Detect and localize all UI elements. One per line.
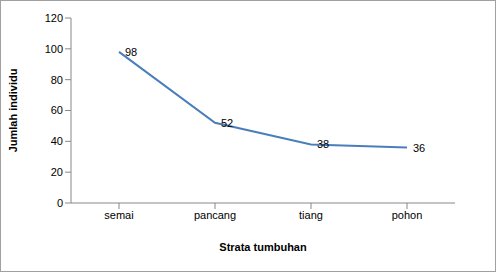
svg-text:pancang: pancang [194, 209, 236, 221]
svg-text:0: 0 [57, 197, 63, 209]
svg-text:60: 60 [51, 104, 63, 116]
svg-text:pohon: pohon [392, 209, 423, 221]
svg-text:38: 38 [317, 138, 329, 150]
svg-text:52: 52 [221, 117, 233, 129]
svg-text:20: 20 [51, 166, 63, 178]
svg-text:36: 36 [413, 142, 425, 154]
svg-text:40: 40 [51, 135, 63, 147]
svg-text:100: 100 [45, 43, 63, 55]
svg-text:Jumlah individu: Jumlah individu [8, 69, 19, 153]
svg-text:98: 98 [125, 46, 137, 58]
svg-text:120: 120 [45, 12, 63, 24]
svg-text:80: 80 [51, 74, 63, 86]
svg-text:semai: semai [104, 209, 133, 221]
svg-text:Strata tumbuhan: Strata tumbuhan [219, 241, 307, 253]
svg-text:tiang: tiang [299, 209, 323, 221]
